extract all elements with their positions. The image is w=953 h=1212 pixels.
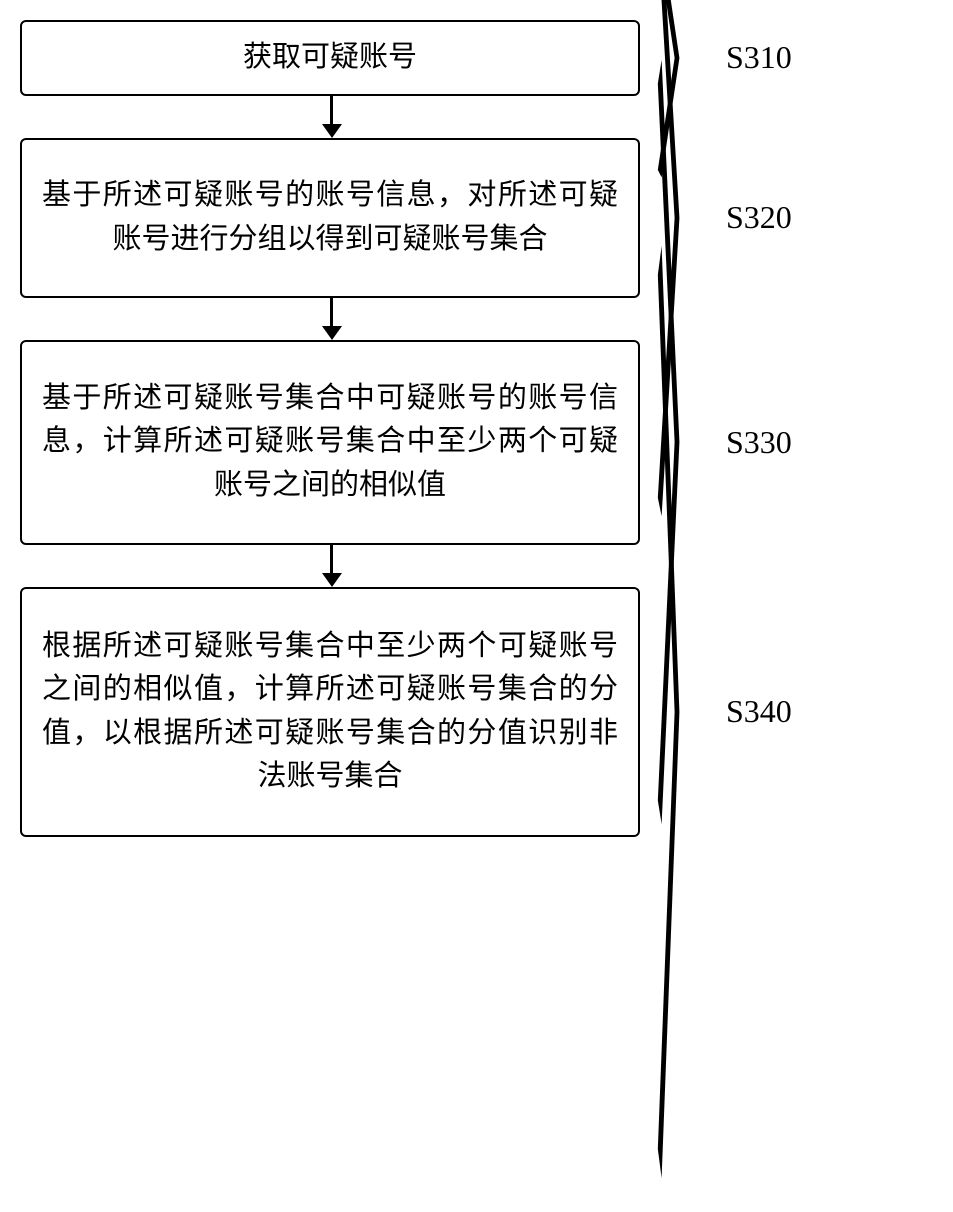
flow-step-label: S310 (716, 39, 792, 76)
flow-step-row: 获取可疑账号 ﹀ S310 (20, 20, 933, 96)
arrow-stem (330, 545, 333, 573)
flow-step-text: 根据所述可疑账号集合中至少两个可疑账号之间的相似值，计算所述可疑账号集合的分值，… (42, 625, 618, 799)
flow-arrow (322, 298, 342, 340)
flow-step-box-s310: 获取可疑账号 (20, 20, 640, 96)
flow-arrow (322, 96, 342, 138)
arrow-head-icon (322, 326, 342, 340)
flow-step-connector: ﹀ S340 (640, 693, 792, 730)
flow-step-row: 根据所述可疑账号集合中至少两个可疑账号之间的相似值，计算所述可疑账号集合的分值，… (20, 587, 933, 837)
flow-step-box-s320: 基于所述可疑账号的账号信息，对所述可疑账号进行分组以得到可疑账号集合 (20, 138, 640, 298)
flow-step-box-s330: 基于所述可疑账号集合中可疑账号的账号信息，计算所述可疑账号集合中至少两个可疑账号… (20, 340, 640, 545)
flow-step-box-s340: 根据所述可疑账号集合中至少两个可疑账号之间的相似值，计算所述可疑账号集合的分值，… (20, 587, 640, 837)
flow-step-row: 基于所述可疑账号的账号信息，对所述可疑账号进行分组以得到可疑账号集合 ﹀ S32… (20, 138, 933, 298)
flow-step-label: S330 (716, 424, 792, 461)
arrow-head-icon (322, 124, 342, 138)
flow-step-row: 基于所述可疑账号集合中可疑账号的账号信息，计算所述可疑账号集合中至少两个可疑账号… (20, 340, 933, 545)
arrow-stem (330, 96, 333, 124)
arrow-stem (330, 298, 333, 326)
flow-step-label: S320 (716, 199, 792, 236)
flow-arrow (322, 545, 342, 587)
flow-step-text: 基于所述可疑账号集合中可疑账号的账号信息，计算所述可疑账号集合中至少两个可疑账号… (42, 377, 618, 508)
arrow-head-icon (322, 573, 342, 587)
flowchart-container: 获取可疑账号 ﹀ S310 基于所述可疑账号的账号信息，对所述可疑账号进行分组以… (20, 20, 933, 837)
flow-step-text: 基于所述可疑账号的账号信息，对所述可疑账号进行分组以得到可疑账号集合 (42, 174, 618, 261)
flow-step-text: 获取可疑账号 (243, 36, 417, 80)
flow-step-label: S340 (716, 693, 792, 730)
